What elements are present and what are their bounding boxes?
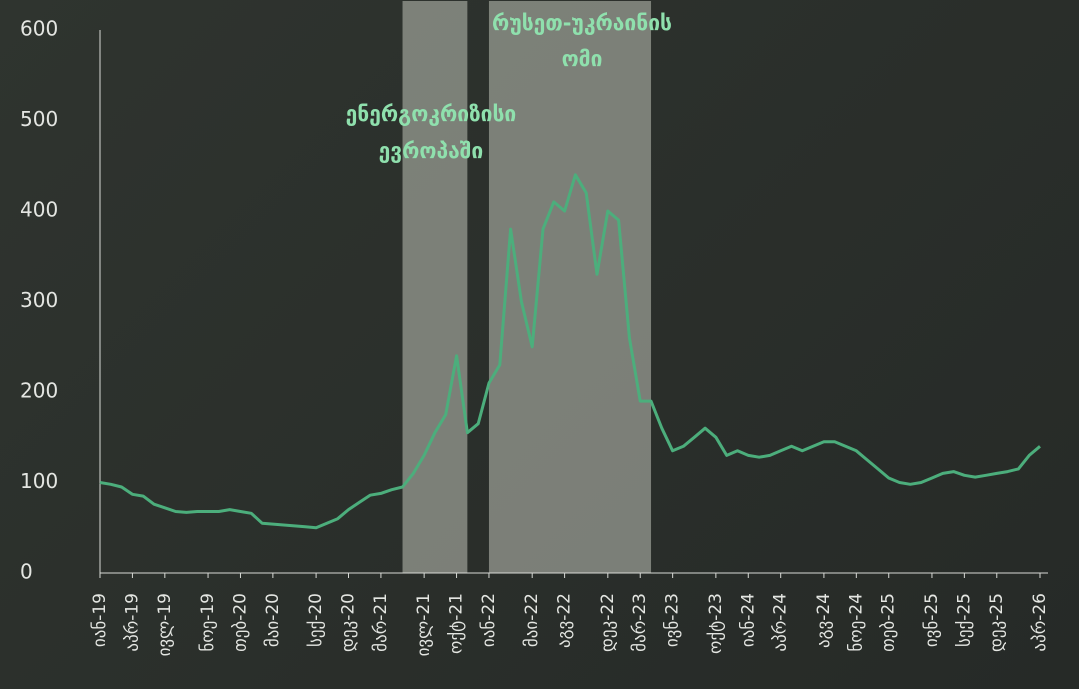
price-line bbox=[99, 173, 1041, 530]
x-tick-label: ივნ-25 bbox=[922, 593, 942, 647]
y-tick-label: 600 bbox=[20, 17, 58, 41]
x-tick-label: მარ-21 bbox=[371, 593, 391, 652]
x-tick-label: აგვ-22 bbox=[555, 593, 575, 648]
y-tick-label: 400 bbox=[20, 198, 58, 222]
annotation: ენერგოკრიზისი bbox=[346, 102, 517, 126]
x-tick-label: მაი-20 bbox=[263, 593, 283, 647]
x-tick-label: აგვ-24 bbox=[814, 593, 834, 648]
y-tick-label: 300 bbox=[20, 288, 58, 312]
annotation: ომი bbox=[562, 47, 603, 71]
y-tick-label: 500 bbox=[20, 107, 58, 131]
x-tick-label: ივლ-21 bbox=[414, 593, 434, 656]
x-tick-label: ოქტ-23 bbox=[706, 593, 726, 654]
x-tick-label: ივლ-19 bbox=[155, 593, 175, 656]
x-tick-label: იან-19 bbox=[90, 593, 110, 647]
y-tick-label: 200 bbox=[20, 379, 58, 403]
x-tick-label: აპრ-24 bbox=[771, 593, 791, 652]
x-tick-label: ივნ-23 bbox=[663, 593, 683, 647]
x-tick-label: ნოე-19 bbox=[198, 593, 218, 652]
x-tick-label: მაი-22 bbox=[522, 593, 542, 647]
x-tick-label: დეკ-25 bbox=[987, 593, 1007, 652]
shaded-period bbox=[402, 1, 468, 573]
x-tick-label: სექ-20 bbox=[306, 593, 326, 647]
x-tick-label: მარ-23 bbox=[630, 593, 650, 652]
y-tick-label: 0 bbox=[20, 560, 33, 584]
annotation: რუსეთ-უკრაინის bbox=[492, 11, 672, 35]
annotation: ევროპაში bbox=[379, 139, 484, 163]
x-tick-label: დეკ-22 bbox=[598, 593, 618, 652]
x-tick-label: ოქტ-21 bbox=[447, 593, 467, 654]
x-tick-label: დეკ-20 bbox=[339, 593, 359, 652]
x-tick-label: იან-22 bbox=[479, 593, 499, 647]
shaded-period bbox=[488, 1, 652, 573]
x-tick-label: აპრ-26 bbox=[1030, 593, 1050, 652]
x-tick-label: აპრ-19 bbox=[122, 593, 142, 652]
x-tick-label: თებ-25 bbox=[879, 593, 899, 652]
x-tick-label: თებ-20 bbox=[230, 593, 250, 652]
x-tick-label: ნოე-24 bbox=[846, 593, 866, 652]
x-tick-label: სექ-25 bbox=[954, 593, 974, 647]
y-tick-label: 100 bbox=[20, 469, 58, 493]
x-tick-label: იან-24 bbox=[738, 593, 758, 647]
